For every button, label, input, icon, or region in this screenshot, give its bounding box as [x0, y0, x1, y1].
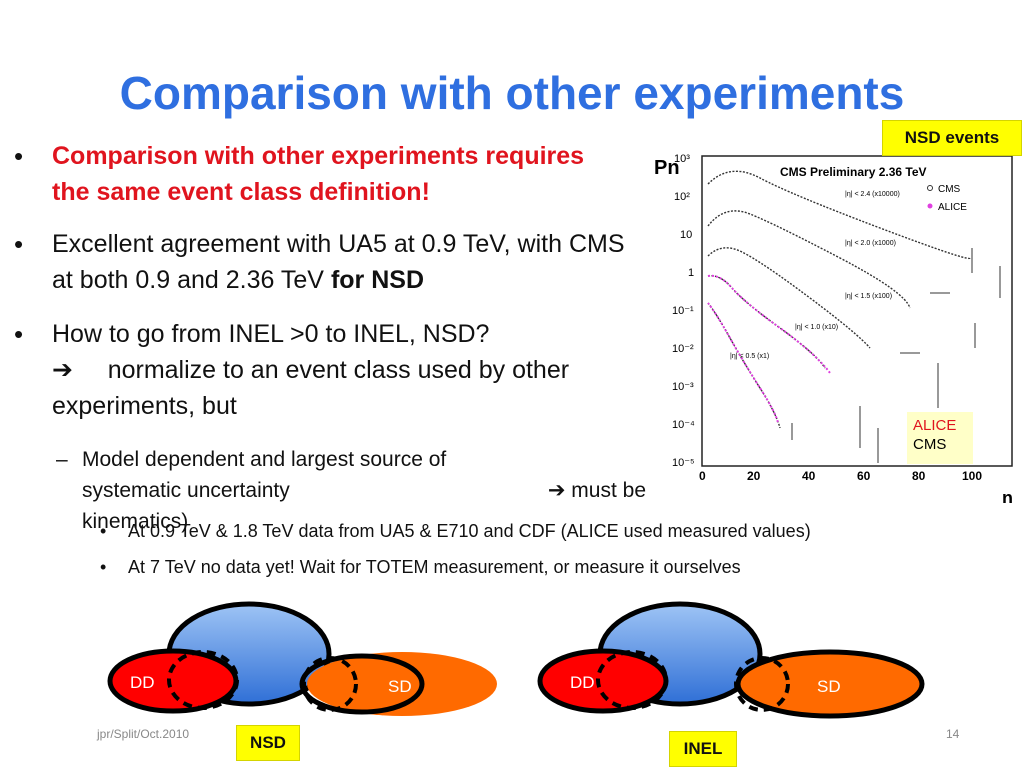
event-class-diagram: DD SD DD SD: [107, 601, 925, 719]
bullet-3-line2: normalize to an event class used by othe…: [52, 356, 570, 420]
dd-label: DD: [130, 673, 155, 692]
plot-frame: [701, 155, 1013, 467]
ytick: 10⁻¹: [672, 305, 694, 317]
plot-ylabel: Pn: [654, 157, 680, 179]
plot-header: CMS Preliminary 2.36 TeV: [780, 165, 927, 179]
sd-overlap-dashed: [734, 656, 790, 712]
dd-oval: [107, 648, 239, 714]
series-labels: |η| < 2.4 (x10000) |η| < 2.0 (x1000) |η|…: [730, 191, 900, 360]
legend-cms-marker: [927, 185, 933, 191]
cms-curves: [707, 170, 971, 429]
xtick: 60: [857, 469, 871, 483]
bullet-3: • How to go from INEL >0 to INEL, NSD? ➔…: [14, 316, 654, 424]
bullet-3-text: How to go from INEL >0 to INEL, NSD? ➔ n…: [52, 316, 632, 424]
alice-label: ALICE: [913, 417, 957, 434]
curve-eta24: [707, 170, 971, 260]
slide-title: Comparison with other experiments: [119, 67, 905, 119]
sd-label: SD: [817, 677, 841, 696]
xtick: 0: [699, 469, 706, 483]
legend-alice-marker: [927, 203, 933, 209]
inel-tag: INEL: [669, 731, 737, 767]
bullet-2-main: Excellent agreement with UA5 at 0.9 TeV,…: [52, 230, 625, 294]
bullet-dot: •: [14, 319, 24, 349]
error-bars: [791, 248, 1001, 463]
plot-svg: Pn CMS Preliminary 2.36 TeV 10³ 10² 10 1…: [654, 153, 1013, 508]
sd-oval: [307, 652, 497, 716]
inel-diagram: DD SD: [537, 601, 925, 719]
plot-yticks: 10³ 10² 10 1 10⁻¹ 10⁻² 10⁻³ 10⁻⁴ 10⁻⁵: [672, 153, 695, 469]
nsd-tag: NSD: [236, 725, 300, 761]
xtick: 80: [912, 469, 926, 483]
dd-overlap-dashed: [167, 650, 239, 710]
bullet-2-bold: for NSD: [330, 266, 425, 294]
dash-marker: –: [56, 448, 68, 471]
series-label: |η| < 2.0 (x1000): [845, 240, 896, 247]
nsd-events-tag: NSD events: [882, 120, 1022, 156]
series-label: |η| < 1.0 (x10): [795, 324, 838, 331]
ytick: 10⁻³: [672, 381, 694, 393]
page-number: 14: [946, 727, 960, 741]
xtick: 40: [802, 469, 816, 483]
curve-eta05: [707, 302, 781, 429]
subsub-bullet-1: • At 0.9 TeV & 1.8 TeV data from UA5 & E…: [100, 519, 1010, 543]
legend-alice: ALICE: [938, 202, 967, 213]
ytick: 10⁻²: [672, 343, 694, 355]
bullet-1: • Comparison with other experiments requ…: [14, 138, 654, 210]
arrow-icon: ➔: [52, 356, 73, 384]
alice-eta10: [707, 274, 831, 374]
alice-cms-legend: ALICE CMS: [907, 412, 973, 464]
dd-oval: [537, 648, 669, 714]
bullet-dot: •: [14, 141, 24, 171]
bullet-dot: •: [100, 557, 107, 577]
curve-eta15: [707, 247, 871, 349]
xtick: 20: [747, 469, 761, 483]
dd-overlap-dashed: [596, 650, 668, 710]
bullet-1-text: Comparison with other experiments requir…: [52, 142, 585, 206]
bullet-dot: •: [100, 521, 107, 541]
series-label: |η| < 0.5 (x1): [730, 353, 769, 360]
ytick: 10⁻⁵: [672, 457, 695, 469]
series-label: |η| < 1.5 (x100): [845, 293, 892, 300]
ytick: 10: [680, 229, 692, 241]
sub-bullet-text-1: Model dependent and largest source of sy…: [82, 448, 447, 502]
curve-eta20: [707, 210, 911, 309]
alice-curves: [707, 274, 831, 424]
bullet-3-line1: How to go from INEL >0 to INEL, NSD?: [52, 320, 490, 348]
ytick: 10⁻⁴: [672, 419, 695, 431]
ytick: 10³: [674, 153, 690, 165]
cms-label: CMS: [913, 436, 947, 453]
ytick: 1: [688, 267, 694, 279]
bullet-2-text: Excellent agreement with UA5 at 0.9 TeV,…: [52, 226, 652, 298]
alice-eta05: [707, 302, 779, 424]
nsd-diagram: DD SD: [107, 601, 497, 716]
bullet-dot: •: [14, 229, 24, 259]
series-label: |η| < 2.4 (x10000): [845, 191, 900, 198]
xtick: 100: [962, 469, 982, 483]
sd-label: SD: [388, 677, 412, 696]
plot-xticks: 0 20 40 60 80 100: [699, 469, 982, 483]
bullet-2: • Excellent agreement with UA5 at 0.9 Te…: [14, 226, 654, 298]
legend-cms: CMS: [938, 184, 961, 195]
dd-label: DD: [570, 673, 595, 692]
arrow-icon: ➔: [547, 479, 566, 502]
subsub-bullet-1-text: At 0.9 TeV & 1.8 TeV data from UA5 & E71…: [128, 521, 811, 541]
ytick: 10²: [674, 191, 690, 203]
sd-overlap-dashed: [302, 656, 358, 712]
subsub-bullet-2: • At 7 TeV no data yet! Wait for TOTEM m…: [100, 555, 1010, 579]
plot-xlabel: n: [1002, 488, 1013, 503]
footer-left: jpr/Split/Oct.2010: [97, 727, 190, 741]
subsub-bullet-2-text: At 7 TeV no data yet! Wait for TOTEM mea…: [128, 557, 741, 577]
